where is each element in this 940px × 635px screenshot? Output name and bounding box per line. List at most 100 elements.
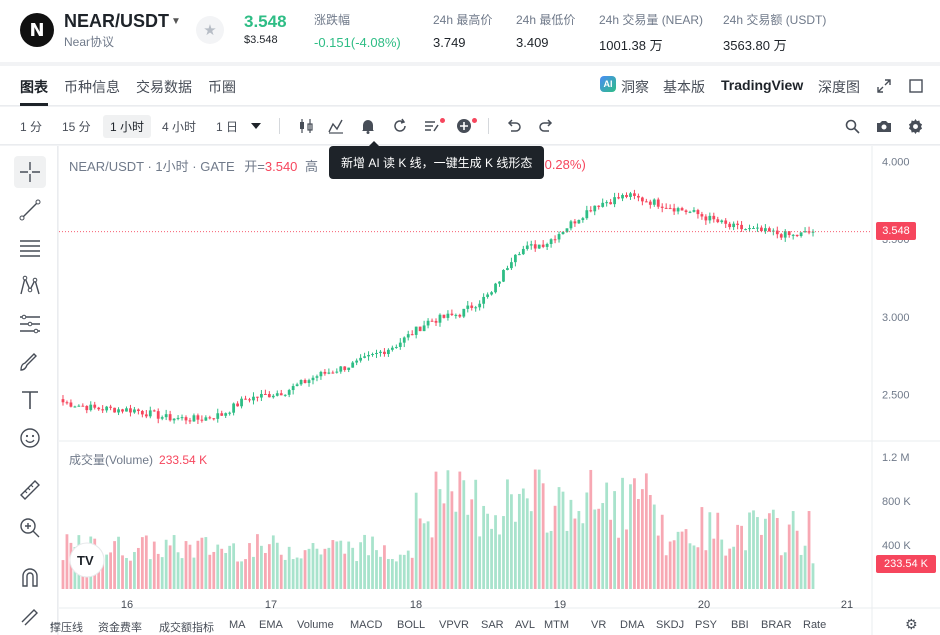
tab-tradingview[interactable]: TradingView — [721, 77, 804, 93]
pair-dropdown-icon[interactable]: ▼ — [171, 16, 181, 27]
tab-coin-info[interactable]: 币种信息 — [64, 79, 120, 95]
candle-body — [383, 351, 386, 355]
volume-bar — [601, 503, 605, 589]
volume-bar — [633, 478, 636, 589]
candlestick-chart[interactable]: 4.000 3.500 3.000 2.500 1.2 M 800 K 400 K 16 17 1… — [50, 141, 940, 635]
tab-coin-circle[interactable]: 币圈 — [208, 79, 236, 95]
volume-bar — [775, 518, 779, 589]
indicator-vr[interactable]: VR — [591, 619, 607, 631]
timeframe-dropdown-icon[interactable] — [247, 117, 265, 135]
stat-label: 24h 最低价 — [516, 13, 576, 27]
ruler-icon[interactable] — [14, 474, 46, 506]
chart-settings-icon[interactable]: ⚙ — [905, 616, 918, 632]
camera-icon[interactable] — [875, 117, 893, 135]
tab-insight[interactable]: 洞察 — [621, 79, 649, 95]
indicator-psy[interactable]: PSY — [695, 619, 718, 631]
trend-line-icon[interactable] — [14, 194, 46, 226]
draw-lock-icon[interactable] — [14, 598, 46, 630]
indicator-volume[interactable]: Volume — [297, 619, 334, 631]
indicator-dma[interactable]: DMA — [620, 619, 645, 631]
indicator-skdj[interactable]: SKDJ — [656, 619, 685, 631]
favorite-star-icon[interactable]: ★ — [196, 16, 224, 44]
zoom-in-icon[interactable] — [14, 512, 46, 544]
crosshair-icon[interactable] — [14, 156, 46, 188]
volume-bar — [676, 531, 680, 589]
indicator-sar[interactable]: SAR — [481, 619, 504, 631]
volume-bar — [597, 508, 601, 589]
tab-chart[interactable]: 图表 — [20, 79, 48, 95]
indicators-scroll-left-icon[interactable]: ‹ — [50, 619, 54, 631]
horizontal-lines-icon[interactable] — [14, 232, 46, 264]
emoji-icon[interactable] — [14, 422, 46, 454]
candle-body — [664, 207, 668, 209]
indicator-avl[interactable]: AVL — [515, 619, 535, 631]
indicator--[interactable]: 资金费率 — [98, 622, 142, 634]
volume-bar — [692, 545, 696, 589]
magnet-icon[interactable] — [14, 562, 46, 594]
text-tool-icon[interactable] — [14, 384, 46, 416]
timeframe-15m[interactable]: 15 分 — [62, 120, 91, 134]
candle-body — [660, 206, 664, 208]
timeframe-1d[interactable]: 1 日 — [216, 120, 239, 134]
ai-kline-icon[interactable] — [423, 117, 441, 135]
timeframe-1h[interactable]: 1 小时 — [103, 115, 152, 138]
candle-body — [164, 414, 168, 418]
candle-body — [613, 197, 616, 205]
candle-body — [637, 195, 640, 198]
candle-body — [323, 371, 327, 374]
undo-icon[interactable] — [505, 117, 523, 135]
add-icon[interactable] — [455, 117, 473, 135]
candle-body — [764, 228, 767, 232]
expand-icon[interactable] — [875, 77, 893, 95]
candle-body — [279, 393, 283, 396]
chart-toolbar: 1 分 15 分 1 小时 4 小时 1 日 — [0, 107, 940, 145]
tab-trade-data[interactable]: 交易数据 — [136, 79, 192, 95]
indicator-ema[interactable]: EMA — [259, 619, 283, 631]
volume-bar — [569, 499, 573, 589]
pair-name[interactable]: NEAR/USDT — [64, 11, 170, 31]
redo-icon[interactable] — [537, 117, 555, 135]
indicators-icon[interactable] — [327, 117, 345, 135]
candle-body — [176, 417, 180, 419]
search-icon[interactable] — [843, 117, 861, 135]
tab-basic[interactable]: 基本版 — [663, 79, 705, 95]
timeframe-1m[interactable]: 1 分 — [20, 120, 43, 134]
indicator-bbi[interactable]: BBI — [731, 619, 749, 631]
candle-body — [260, 393, 263, 398]
volume-bar — [140, 537, 144, 589]
stat-value: -0.151(-4.08%) — [314, 35, 401, 50]
ai-insight-icon[interactable]: AI — [600, 76, 616, 92]
candle-body — [267, 394, 271, 398]
indicator--[interactable]: 成交额指标 — [159, 622, 214, 634]
volume-bar — [113, 541, 116, 589]
pattern-tool-icon[interactable] — [14, 270, 46, 302]
indicator-brar[interactable]: BRAR — [761, 619, 792, 631]
tab-depth-chart[interactable]: 深度图 — [818, 79, 860, 95]
indicator--[interactable]: 撑压线 — [50, 622, 83, 634]
volume-bar — [129, 560, 132, 589]
fibonacci-icon[interactable] — [14, 308, 46, 340]
last-price: 3.548 — [244, 12, 287, 31]
replay-icon[interactable] — [391, 117, 409, 135]
last-price-usd: $3.548 — [244, 34, 278, 46]
indicator-boll[interactable]: BOLL — [397, 619, 426, 631]
stat-value: 1001.38 万 — [599, 38, 663, 53]
indicator-mtm[interactable]: MTM — [544, 619, 570, 631]
volume-bar — [267, 544, 271, 589]
indicator-macd[interactable]: MACD — [350, 619, 383, 631]
brush-icon[interactable] — [14, 346, 46, 378]
candle-body — [549, 239, 553, 244]
candle-body — [406, 334, 410, 338]
indicator-rate[interactable]: Rate — [803, 619, 827, 631]
window-icon[interactable] — [907, 77, 925, 95]
indicator-ma[interactable]: MA — [229, 619, 246, 631]
volume-bar — [351, 547, 355, 589]
volume-bar — [510, 494, 513, 589]
timeframe-4h[interactable]: 4 小时 — [162, 120, 197, 134]
settings-gear-icon[interactable] — [906, 117, 924, 135]
volume-bar — [311, 543, 315, 589]
candle-type-icon[interactable] — [297, 117, 315, 135]
alert-bell-icon[interactable] — [359, 117, 377, 135]
indicator-vpvr[interactable]: VPVR — [439, 619, 469, 631]
